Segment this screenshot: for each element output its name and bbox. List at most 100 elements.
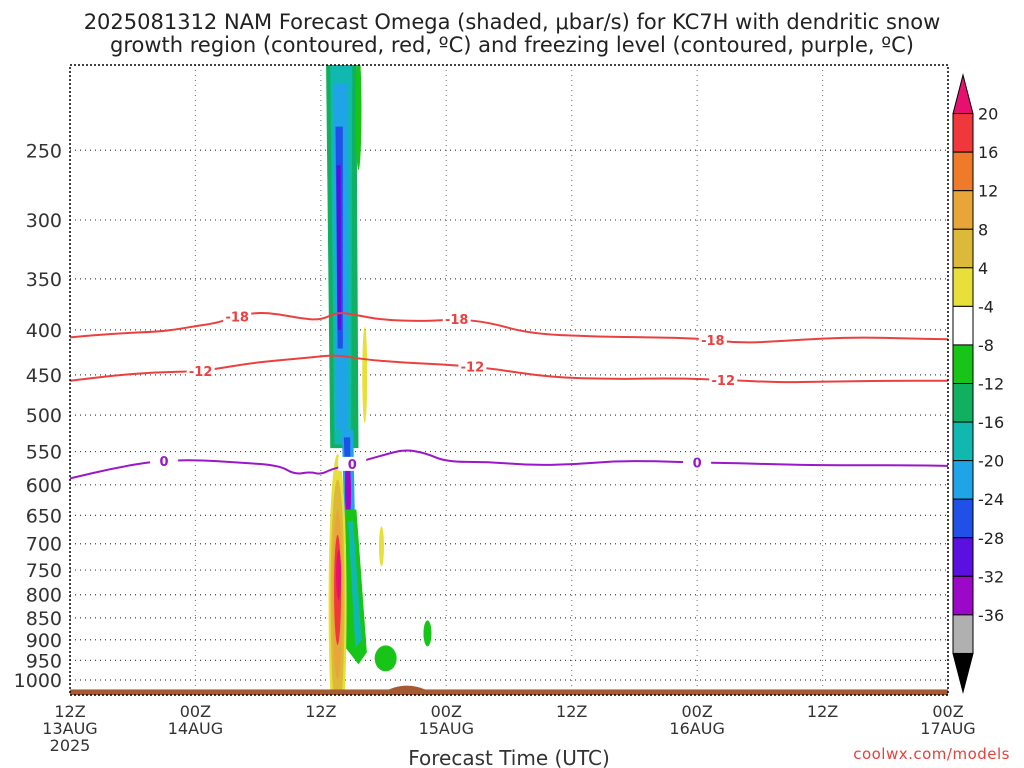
- y-tick-label-1000: 1000: [14, 670, 62, 692]
- colorbar-label-10: -24: [978, 490, 1004, 509]
- y-tick-label-800: 800: [26, 585, 62, 607]
- y-tick-label-350: 350: [26, 269, 62, 291]
- x-tick-label-24-0: 12Z: [305, 702, 336, 721]
- y-tick-label-850: 850: [26, 608, 62, 630]
- colorbar-label-5: -4: [978, 297, 994, 316]
- contour-label-bg-0-0: [223, 309, 252, 324]
- x-tick-label-60-1: 16AUG: [669, 719, 724, 738]
- colorbar-label-3: 8: [978, 220, 988, 239]
- omega-mid-purple: [345, 463, 352, 520]
- contour-label-0-1: -18: [445, 313, 469, 328]
- colorbar-segment-10: [952, 460, 974, 500]
- plot-frame: [69, 64, 949, 696]
- colorbar-label-8: -16: [978, 413, 1004, 432]
- omega-lower-teal: [348, 521, 362, 649]
- y-tick-label-900: 900: [26, 630, 62, 652]
- y-tick-label-250: 250: [26, 140, 62, 162]
- omega-spot-yellow-upper: [362, 326, 368, 423]
- colorbar-label-4: 4: [978, 259, 988, 278]
- x-tick-label-12-0: 00Z: [180, 702, 211, 721]
- colorbar-segment-4: [952, 228, 974, 269]
- colorbar-segment-11: [952, 498, 974, 539]
- contour-label-bg-0-1: [442, 312, 471, 327]
- colorbar-segment-9: [952, 421, 974, 462]
- colorbar-segment-1: [952, 113, 974, 153]
- colorbar-label-6: -8: [978, 336, 994, 355]
- omega-shading: [326, 65, 432, 695]
- x-tick-label-60-0: 00Z: [681, 702, 712, 721]
- colorbar-label-9: -20: [978, 452, 1004, 471]
- omega-spot-yellow-mid: [378, 526, 384, 567]
- colorbar-label-12: -32: [978, 567, 1004, 586]
- x-tick-label-84-0: 00Z: [932, 702, 963, 721]
- colorbar-segment-7: [952, 344, 974, 384]
- colorbar-segment-3: [952, 190, 974, 230]
- omega-spot-green-low: [374, 645, 397, 672]
- colorbar-top-triangle: [952, 73, 974, 115]
- colorbar-label-13: -36: [978, 606, 1004, 625]
- contour-label-2-2: 0: [693, 457, 702, 472]
- colorbar-segment-5: [952, 267, 974, 307]
- x-tick-label-0-2: 2025: [50, 736, 91, 755]
- y-tick-label-600: 600: [26, 475, 62, 497]
- contour-label-2-0: 0: [160, 455, 169, 470]
- y-tick-label-450: 450: [26, 365, 62, 387]
- contour-label-bg-2-1: [338, 456, 367, 471]
- y-tick-label-550: 550: [26, 442, 62, 464]
- contour-label-1-2: -12: [712, 374, 736, 389]
- contour-label-0-2: -18: [701, 334, 725, 349]
- contour-label-bg-2-2: [683, 455, 712, 470]
- grid-lines: [70, 65, 948, 695]
- omega-band-purple: [336, 165, 342, 330]
- colorbar-label-1: 16: [978, 143, 998, 162]
- y-tick-label-700: 700: [26, 534, 62, 556]
- chart-title-line-1: 2025081312 NAM Forecast Omega (shaded, μ…: [83, 10, 941, 34]
- contour-label-1-0: -12: [189, 365, 213, 380]
- x-tick-label-84-1: 17AUG: [920, 719, 975, 738]
- x-tick-label-0-1: 13AUG: [42, 719, 97, 738]
- y-tick-label-400: 400: [26, 320, 62, 342]
- contour-line-0: [70, 311, 948, 344]
- colorbar-label-7: -12: [978, 375, 1004, 394]
- contour-label-0-0: -18: [225, 310, 249, 325]
- colorbar-segment-12: [952, 537, 974, 577]
- contour-label-bg-1-1: [458, 359, 487, 374]
- colorbar-segment-8: [952, 383, 974, 423]
- colorbar-label-0: 20: [978, 105, 998, 124]
- omega-upper-green: [355, 65, 362, 170]
- y-tick-label-950: 950: [26, 650, 62, 672]
- x-tick-label-72-0: 12Z: [807, 702, 838, 721]
- terrain-ground: [70, 685, 948, 695]
- colorbar-label-11: -28: [978, 529, 1004, 548]
- contour-label-bg-0-2: [698, 333, 727, 348]
- colorbar-segment-14: [952, 614, 974, 654]
- x-tick-label-36-1: 15AUG: [419, 719, 474, 738]
- colorbar-bottom-triangle: [952, 652, 974, 694]
- x-tick-label-48-0: 12Z: [556, 702, 587, 721]
- x-tick-label-12-1: 14AUG: [168, 719, 223, 738]
- credit-link[interactable]: coolwx.com/models: [853, 745, 1010, 763]
- y-tick-label-300: 300: [26, 210, 62, 232]
- y-tick-label-500: 500: [26, 405, 62, 427]
- contour-label-bg-1-0: [186, 363, 215, 378]
- contour-label-bg-1-2: [709, 372, 738, 387]
- x-axis-label: Forecast Time (UTC): [408, 746, 610, 768]
- contour-label-1-1: -12: [461, 361, 485, 376]
- x-tick-label-0-0: 12Z: [54, 702, 85, 721]
- colorbar-segment-6: [952, 305, 974, 346]
- y-tick-label-750: 750: [26, 560, 62, 582]
- contour-line-2: [70, 449, 948, 480]
- terrain-bump: [388, 685, 426, 690]
- y-tick-label-650: 650: [26, 505, 62, 527]
- chart-title-line-2: growth region (contoured, red, ºC) and f…: [110, 33, 914, 57]
- colorbar-label-2: 12: [978, 182, 998, 201]
- axes: 2503003504004505005506006507007508008509…: [14, 64, 976, 768]
- contour-label-bg-2-0: [150, 453, 179, 468]
- colorbar-segment-13: [952, 575, 974, 616]
- terrain-fill: [70, 689, 948, 695]
- colorbar-segment-2: [952, 151, 974, 192]
- contour-label-2-1: 0: [348, 458, 357, 473]
- x-tick-label-36-0: 00Z: [431, 702, 462, 721]
- omega-colorbar: 20 16 12 8 4 -4 -8 -12 -16 -20 -24 -28 -32 -36: [952, 73, 1004, 694]
